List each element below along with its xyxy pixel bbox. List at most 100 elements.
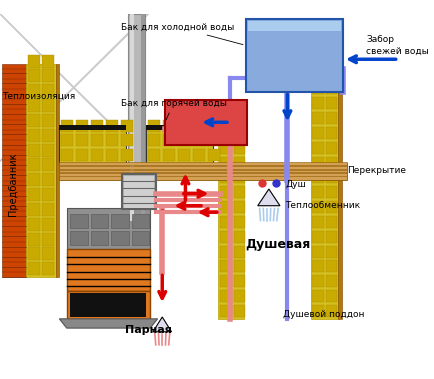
- Bar: [61, 149, 73, 161]
- Bar: [326, 305, 338, 317]
- Bar: [233, 246, 245, 258]
- Bar: [28, 99, 40, 112]
- Bar: [220, 290, 231, 302]
- Bar: [28, 158, 40, 171]
- Bar: [28, 262, 40, 275]
- Bar: [233, 290, 245, 302]
- Bar: [220, 171, 231, 183]
- Bar: [28, 188, 40, 201]
- Bar: [28, 129, 40, 142]
- Bar: [233, 305, 245, 317]
- Bar: [247, 21, 341, 30]
- Bar: [42, 129, 54, 142]
- Bar: [326, 186, 338, 198]
- Bar: [56, 64, 59, 277]
- Bar: [326, 201, 338, 213]
- Bar: [220, 127, 231, 139]
- Bar: [312, 305, 324, 317]
- Text: Забор
свежей воды: Забор свежей воды: [366, 35, 429, 55]
- Bar: [220, 201, 231, 213]
- Bar: [132, 214, 149, 228]
- Bar: [59, 169, 347, 172]
- Bar: [121, 134, 132, 146]
- Bar: [326, 290, 338, 302]
- Bar: [148, 119, 161, 132]
- Bar: [233, 275, 245, 287]
- Bar: [42, 247, 54, 260]
- Bar: [42, 188, 54, 201]
- Bar: [67, 249, 150, 291]
- Text: Душевой поддон: Душевой поддон: [283, 310, 364, 319]
- Bar: [326, 157, 338, 169]
- Polygon shape: [153, 317, 171, 332]
- Bar: [59, 125, 126, 130]
- Bar: [61, 119, 73, 132]
- Bar: [312, 246, 324, 258]
- Bar: [42, 69, 54, 82]
- Bar: [193, 119, 205, 132]
- Bar: [233, 157, 245, 169]
- Bar: [70, 214, 88, 228]
- Text: Бак для горячей воды: Бак для горячей воды: [121, 99, 227, 120]
- Bar: [91, 214, 108, 228]
- Bar: [233, 260, 245, 273]
- Bar: [326, 142, 338, 154]
- Bar: [70, 231, 88, 245]
- Bar: [163, 119, 175, 132]
- Bar: [28, 114, 40, 127]
- Bar: [59, 166, 347, 169]
- Bar: [76, 119, 88, 132]
- Bar: [59, 163, 347, 180]
- Bar: [106, 134, 118, 146]
- Bar: [233, 186, 245, 198]
- Bar: [218, 133, 244, 319]
- Text: Теплообменник: Теплообменник: [286, 201, 361, 210]
- Text: Предбанник: Предбанник: [8, 153, 18, 216]
- Bar: [132, 231, 149, 245]
- Bar: [42, 99, 54, 112]
- Bar: [163, 149, 175, 161]
- Bar: [148, 149, 161, 161]
- Bar: [59, 173, 347, 176]
- Bar: [141, 14, 145, 221]
- Bar: [70, 293, 147, 317]
- Bar: [220, 246, 231, 258]
- Bar: [312, 142, 324, 154]
- Bar: [111, 231, 129, 245]
- Text: Парная: Парная: [125, 325, 172, 335]
- Bar: [312, 290, 324, 302]
- Bar: [246, 19, 343, 92]
- Bar: [208, 134, 220, 146]
- Bar: [42, 114, 54, 127]
- Bar: [233, 127, 245, 139]
- Bar: [42, 55, 54, 67]
- Bar: [233, 216, 245, 228]
- Bar: [42, 218, 54, 231]
- Bar: [326, 260, 338, 273]
- Bar: [106, 119, 118, 132]
- Bar: [42, 262, 54, 275]
- Bar: [326, 82, 338, 94]
- Bar: [220, 142, 231, 154]
- Text: Душевая: Душевая: [246, 238, 311, 251]
- Bar: [2, 64, 26, 277]
- Bar: [220, 186, 231, 198]
- Bar: [233, 231, 245, 243]
- Bar: [326, 112, 338, 124]
- Bar: [42, 84, 54, 97]
- Bar: [91, 119, 103, 132]
- Bar: [61, 134, 73, 146]
- Bar: [121, 149, 132, 161]
- Bar: [178, 149, 190, 161]
- Bar: [91, 149, 103, 161]
- Bar: [122, 174, 156, 210]
- Bar: [111, 214, 129, 228]
- Bar: [148, 134, 161, 146]
- Bar: [178, 119, 190, 132]
- Bar: [312, 157, 324, 169]
- Bar: [76, 134, 88, 146]
- Bar: [42, 144, 54, 157]
- Bar: [311, 69, 339, 319]
- Bar: [28, 173, 40, 186]
- Bar: [165, 100, 247, 144]
